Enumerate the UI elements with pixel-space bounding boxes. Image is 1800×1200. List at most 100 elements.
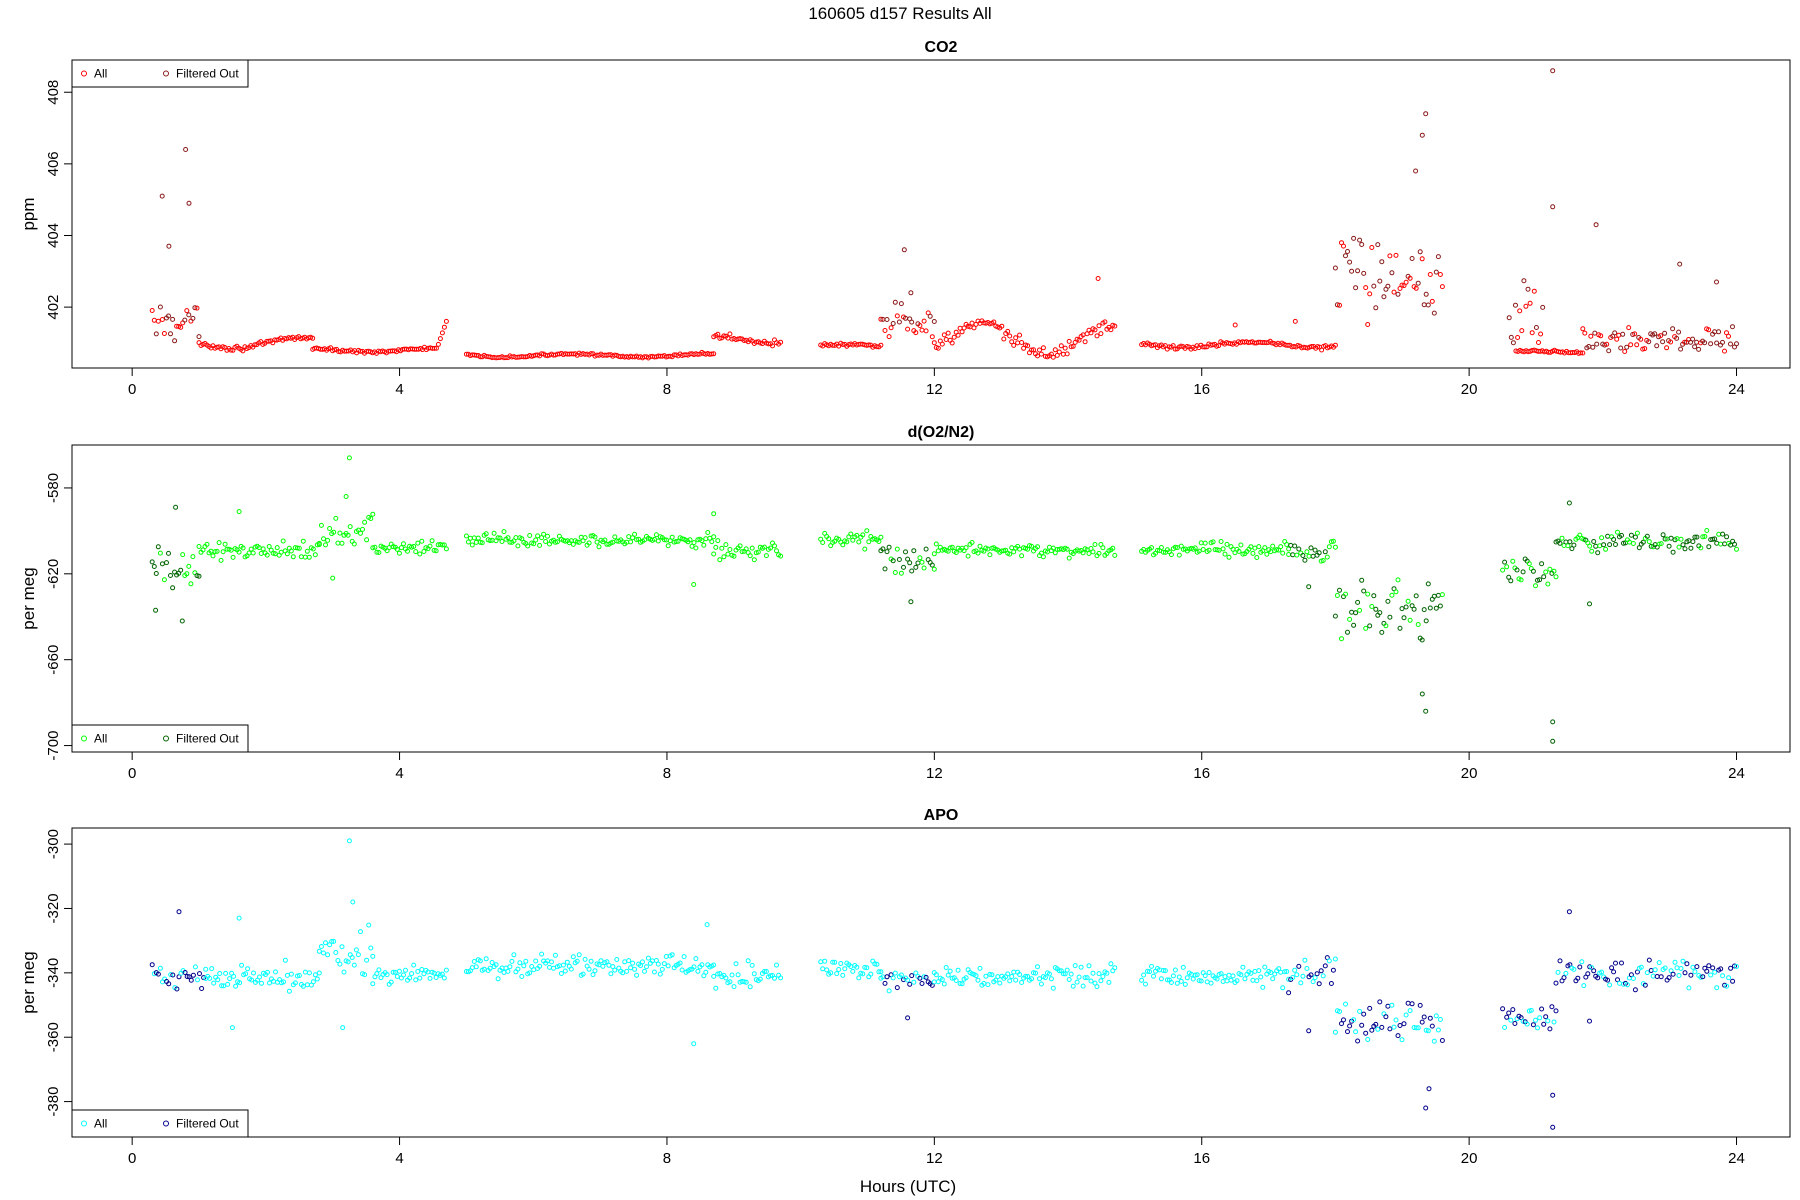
filtered-point (1508, 578, 1514, 584)
filtered-point (1419, 637, 1425, 643)
filtered-point (1296, 963, 1302, 969)
data-point (519, 536, 525, 542)
data-point (218, 557, 224, 563)
data-point (1326, 958, 1332, 964)
data-point (469, 965, 475, 971)
data-point (441, 975, 447, 981)
data-point (304, 982, 310, 988)
data-point (274, 545, 280, 551)
legend-marker (81, 1120, 87, 1127)
data-point (737, 543, 743, 549)
data-point (1202, 540, 1208, 546)
data-point (1147, 969, 1152, 975)
legend-marker (81, 70, 87, 77)
filtered-point (1628, 972, 1634, 978)
data-point (159, 317, 165, 322)
data-point (390, 969, 396, 975)
panel-title: CO2 (925, 39, 958, 56)
data-point (495, 976, 501, 982)
data-point (602, 537, 608, 543)
data-point (543, 539, 549, 544)
data-point (1616, 332, 1622, 338)
data-point (495, 535, 501, 541)
data-point (487, 965, 493, 971)
data-point (340, 1025, 346, 1031)
data-point (878, 316, 884, 322)
data-point (1439, 284, 1445, 290)
data-point (1088, 978, 1094, 984)
data-point (1252, 545, 1258, 551)
data-point (1550, 68, 1556, 74)
data-point (911, 979, 917, 985)
data-point (1086, 963, 1092, 969)
filtered-point (884, 549, 890, 555)
y-tick-label: -300 (45, 829, 62, 859)
data-point (1330, 538, 1336, 544)
data-point (669, 952, 675, 958)
data-point (184, 571, 190, 577)
data-point (300, 983, 306, 989)
data-point (1399, 1037, 1405, 1043)
data-point (735, 972, 741, 978)
filtered-point (1371, 283, 1377, 289)
data-point (872, 961, 878, 967)
data-point (1680, 958, 1686, 964)
data-point (1351, 1017, 1357, 1023)
y-tick-label: -580 (45, 473, 62, 503)
filtered-point (1401, 1021, 1407, 1027)
filtered-point (153, 571, 159, 576)
filtered-point (1606, 348, 1612, 354)
data-point (284, 551, 290, 557)
data-point (642, 968, 647, 974)
data-point (350, 899, 356, 905)
data-point (1040, 554, 1046, 560)
data-point (854, 532, 860, 538)
data-point (1706, 327, 1712, 333)
filtered-point (1506, 574, 1512, 580)
data-point (180, 552, 186, 558)
filtered-point (182, 970, 188, 975)
data-point (749, 962, 755, 968)
filtered-point (192, 305, 198, 311)
x-tick-label: 4 (395, 381, 403, 398)
data-point (1405, 598, 1411, 604)
data-point (541, 531, 547, 537)
data-point (1423, 1027, 1429, 1033)
data-point (1320, 973, 1326, 979)
filtered-point (1591, 968, 1597, 974)
data-point (1628, 342, 1634, 348)
data-point (368, 516, 374, 521)
data-point (632, 966, 638, 972)
panel-2: d(O2/N2) 0 4 8 12 16 20 24 -700 -660 -620 -580 per m… (19, 424, 1791, 782)
data-point (709, 351, 715, 357)
legend: All Filtered Out (71, 1109, 249, 1138)
data-point (1062, 345, 1068, 351)
data-point (939, 977, 945, 982)
data-point (1040, 345, 1046, 351)
data-point (774, 962, 779, 968)
data-point (564, 959, 570, 965)
data-point (892, 970, 898, 976)
data-point (467, 535, 473, 541)
data-point (209, 966, 215, 972)
data-point (362, 519, 368, 525)
data-point (1622, 349, 1628, 354)
data-point (157, 965, 163, 971)
filtered-point (1296, 546, 1302, 552)
filtered-point (1367, 1005, 1373, 1011)
filtered-point (1345, 629, 1350, 635)
filtered-point (884, 974, 890, 980)
data-point (1580, 326, 1586, 332)
data-point (1282, 969, 1288, 975)
filtered-point (1658, 974, 1664, 980)
filtered-point (164, 560, 169, 566)
data-point (527, 533, 533, 538)
panel-1: CO2 0 4 8 12 16 20 24 402 404 406 408 ppm All Filtered… (19, 39, 1791, 398)
data-point (1520, 1018, 1526, 1024)
filtered-point (1308, 545, 1314, 551)
data-point (1632, 331, 1638, 337)
data-point (1234, 978, 1240, 984)
data-point (161, 577, 167, 583)
y-tick-label: -620 (45, 559, 62, 589)
data-point (1419, 691, 1425, 697)
